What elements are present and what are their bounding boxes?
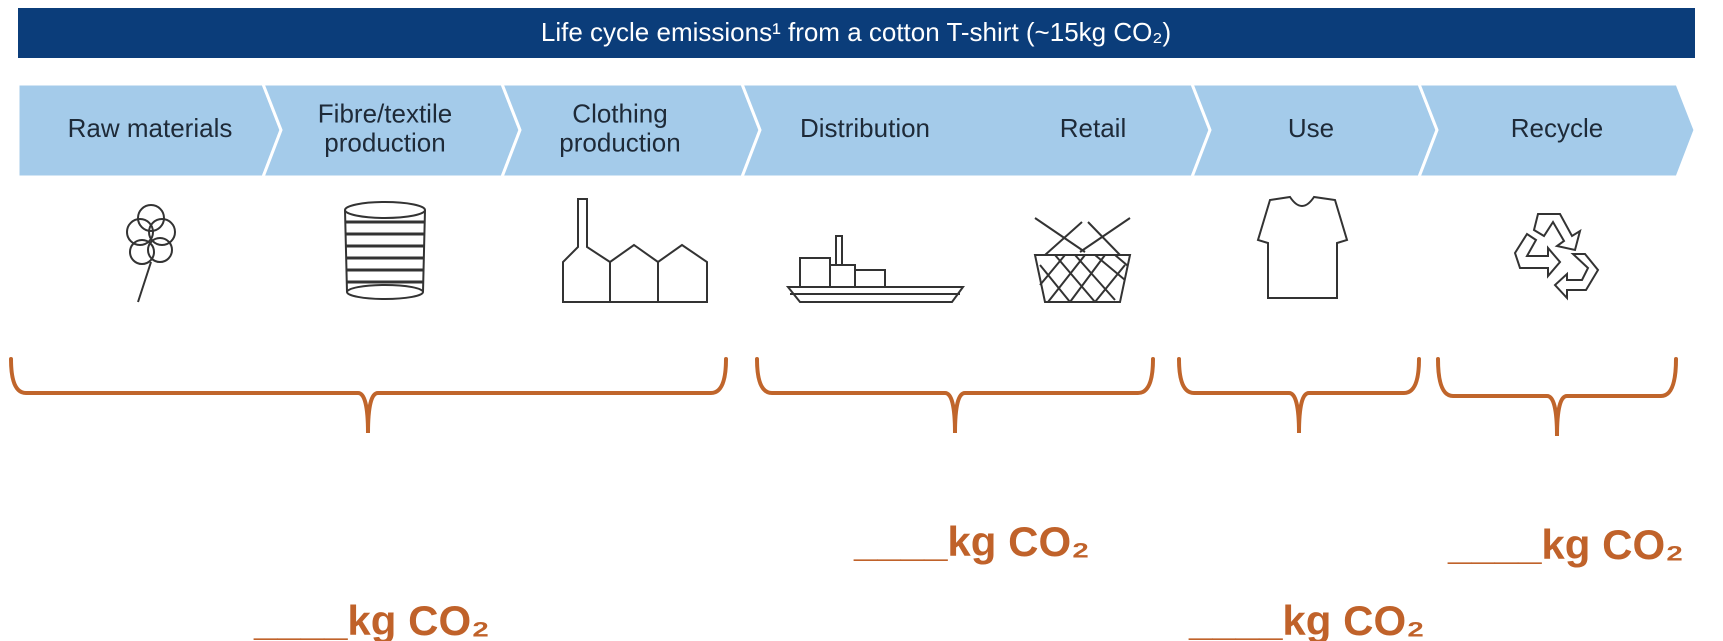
- brace: [1436, 357, 1678, 437]
- blank-label: ____kg CO₂: [853, 518, 1090, 565]
- title-banner: [18, 8, 1695, 58]
- ship-icon: [785, 235, 965, 303]
- stage-label: Fibre/textile: [318, 98, 452, 128]
- chevron: [1416, 82, 1697, 179]
- cotton-icon: [126, 204, 176, 303]
- stage-label: production: [559, 127, 680, 157]
- stage-label: Use: [1288, 113, 1334, 143]
- brace: [755, 357, 1155, 434]
- title: Life cycle emissions¹ from a cotton T-sh…: [541, 17, 1171, 47]
- basket-icon: [1033, 217, 1132, 303]
- chevrons: [16, 82, 1697, 179]
- stage-label: Recycle: [1511, 113, 1603, 143]
- factory-icon: [562, 198, 708, 303]
- brace: [1177, 357, 1421, 434]
- shirt-icon: [1256, 195, 1349, 299]
- blank-label: ____kg CO₂: [253, 597, 490, 641]
- stage-label: production: [324, 127, 445, 157]
- stage-label: Retail: [1060, 113, 1126, 143]
- blank-label: ____kg CO₂: [1188, 597, 1425, 641]
- spool-icon: [344, 201, 426, 300]
- recycle-icon: [1513, 213, 1600, 301]
- stage-label: Distribution: [800, 113, 930, 143]
- blank-label: ____kg CO₂: [1447, 521, 1684, 568]
- stage-label: Clothing: [572, 98, 667, 128]
- stage-label: Raw materials: [68, 113, 233, 143]
- brace: [9, 357, 728, 434]
